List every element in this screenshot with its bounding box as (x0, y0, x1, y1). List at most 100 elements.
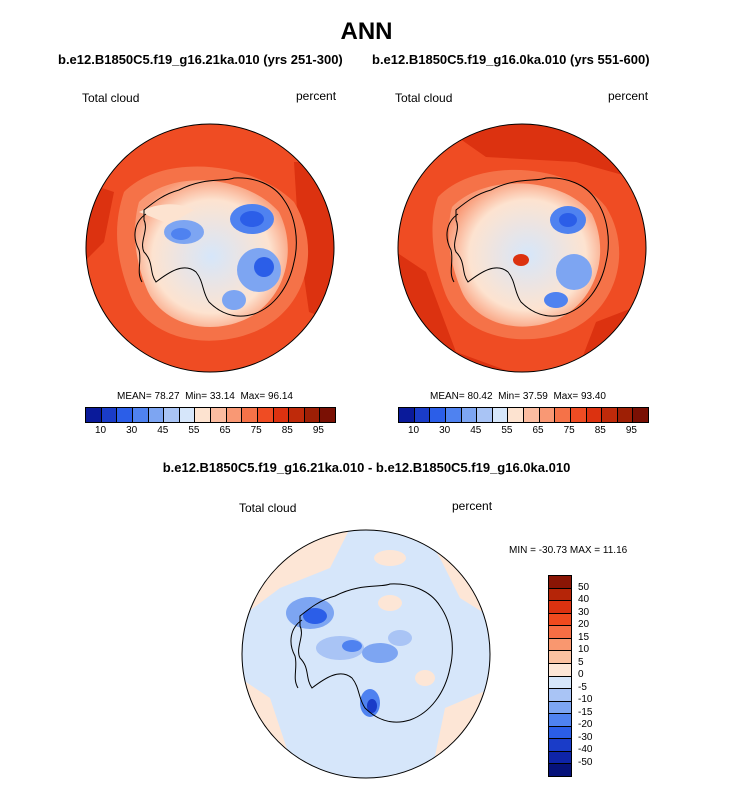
panel-1-variable-label: Total cloud (82, 91, 140, 105)
colorbar-diff-swatch (549, 650, 571, 663)
min-label: Min= (498, 391, 521, 402)
colorbar-panel-2-swatch (399, 408, 414, 422)
colorbar-panel-2-tick-label: 75 (563, 425, 575, 436)
colorbar-panel-1-swatch (178, 408, 195, 422)
colorbar-panel-2-tick-label: 55 (501, 425, 513, 436)
panel-1-title: b.e12.B1850C5.f19_g16.21ka.010 (yrs 251-… (58, 52, 343, 67)
colorbar-diff-tick-label: 20 (578, 619, 590, 630)
colorbar-panel-2-swatch (429, 408, 445, 422)
colorbar-panel-1-tick-label: 95 (312, 425, 324, 436)
colorbar-panel-1-swatch (210, 408, 226, 422)
panel-1-max: 96.14 (267, 391, 293, 402)
colorbar-diff-labels: 50 40 30 20 15 10 5 0 -5 -10 -15 -20 -30 -40 -50 (578, 575, 608, 775)
panel-1-map (85, 123, 335, 373)
colorbar-diff-tick-label: 0 (578, 669, 584, 680)
panel-1-mean: 78.27 (154, 391, 180, 402)
min-label: Min= (185, 391, 208, 402)
panel-2-title: b.e12.B1850C5.f19_g16.0ka.010 (yrs 551-6… (372, 52, 650, 67)
colorbar-panel-2-swatch (554, 408, 570, 422)
mean-label: MEAN= (430, 391, 465, 402)
colorbar-diff-swatch (549, 675, 571, 689)
colorbar-diff-tick-label: -20 (578, 719, 593, 730)
panel-2-map (397, 123, 647, 373)
colorbar-diff-swatch (549, 763, 571, 776)
colorbar-diff-swatch (549, 738, 571, 751)
colorbar-diff-tick-label: -5 (578, 681, 587, 693)
colorbar-panel-2-tick-label: 65 (532, 425, 544, 436)
main-title: ANN (340, 18, 393, 45)
panel-2-stats: MEAN= 80.42 Min= 37.59 Max= 93.40 (430, 391, 606, 402)
colorbar-diff-swatch (549, 750, 571, 764)
colorbar-panel-1-tick-label: 10 (95, 425, 107, 436)
colorbar-panel-1-tick-label: 45 (157, 425, 169, 436)
colorbar-diff-tick-label: 15 (578, 631, 590, 643)
colorbar-panel-1-swatch (163, 408, 179, 422)
colorbar-diff-swatch (549, 713, 571, 726)
colorbar-diff-swatch (549, 625, 571, 638)
colorbar-diff (548, 575, 572, 777)
colorbar-panel-2-tick-label: 85 (594, 425, 606, 436)
colorbar-diff-tick-label: -10 (578, 694, 593, 705)
colorbar-diff-swatch (549, 587, 571, 601)
colorbar-panel-1-swatch (319, 408, 335, 422)
colorbar-diff-tick-label: -40 (578, 744, 593, 755)
max-label: Max= (553, 391, 579, 402)
panel-2-max: 93.40 (580, 391, 606, 402)
colorbar-diff-tick-label: 5 (578, 656, 584, 668)
colorbar-panel-2-swatch (585, 408, 602, 422)
colorbar-diff-tick-label: 10 (578, 644, 590, 655)
colorbar-panel-2-swatch (523, 408, 539, 422)
colorbar-panel-2-tick-label: 45 (470, 425, 482, 436)
colorbar-panel-2-tick-label: 30 (439, 425, 451, 436)
colorbar-panel-2-swatch (444, 408, 461, 422)
panel-2-min: 37.59 (522, 391, 548, 402)
colorbar-panel-1-tick-label: 30 (126, 425, 138, 436)
colorbar-panel-1-tick-label: 75 (250, 425, 262, 436)
max-label: Max= (240, 391, 266, 402)
colorbar-panel-1-swatch (86, 408, 101, 422)
colorbar-panel-2-swatch (601, 408, 617, 422)
colorbar-diff-tick-label: 40 (578, 594, 590, 605)
colorbar-panel-2-swatch (616, 408, 633, 422)
colorbar-panel-2-tick-label: 10 (408, 425, 420, 436)
colorbar-panel-2 (398, 407, 649, 423)
colorbar-panel-1-swatch (116, 408, 132, 422)
colorbar-panel-1-swatch (288, 408, 304, 422)
colorbar-panel-1-tick-label: 85 (281, 425, 293, 436)
colorbar-panel-1-labels: 10 30 45 55 65 75 85 95 (85, 425, 334, 439)
colorbar-diff-swatch (549, 612, 571, 626)
panel-2-units-label: percent (608, 89, 649, 103)
colorbar-diff-tick-label: 50 (578, 581, 590, 593)
colorbar-diff-swatch (549, 637, 571, 651)
diff-title: b.e12.B1850C5.f19_g16.21ka.010 - b.e12.B… (162, 460, 571, 475)
panel-1-min: 33.14 (209, 391, 235, 402)
diff-map (241, 529, 491, 779)
colorbar-diff-swatch (549, 725, 571, 739)
colorbar-panel-2-tick-label: 95 (625, 425, 637, 436)
colorbar-panel-2-swatch (476, 408, 492, 422)
colorbar-panel-1-swatch (303, 408, 320, 422)
colorbar-panel-2-swatch (413, 408, 430, 422)
colorbar-panel-2-swatch (632, 408, 648, 422)
diff-units-label: percent (452, 499, 493, 513)
colorbar-panel-2-swatch (460, 408, 477, 422)
colorbar-panel-1-swatch (272, 408, 289, 422)
colorbar-diff-tick-label: -30 (578, 731, 593, 743)
colorbar-diff-tick-label: -15 (578, 706, 593, 718)
colorbar-panel-1-swatch (194, 408, 210, 422)
colorbar-panel-2-swatch (491, 408, 508, 422)
colorbar-diff-swatch (549, 700, 571, 714)
panel-1-stats: MEAN= 78.27 Min= 33.14 Max= 96.14 (117, 391, 293, 402)
colorbar-panel-1 (85, 407, 336, 423)
panel-2-mean: 80.42 (467, 391, 493, 402)
mean-label: MEAN= (117, 391, 152, 402)
colorbar-panel-1-swatch (241, 408, 257, 422)
colorbar-diff-swatch (549, 600, 571, 613)
colorbar-diff-tick-label: -50 (578, 756, 593, 768)
panel-1-units-label: percent (296, 89, 337, 103)
diff-stats: MIN = -30.73 MAX = 11.16 (509, 545, 628, 556)
colorbar-panel-2-swatch (507, 408, 523, 422)
colorbar-panel-1-swatch (100, 408, 117, 422)
colorbar-diff-swatch (549, 688, 571, 701)
colorbar-panel-1-tick-label: 55 (188, 425, 200, 436)
